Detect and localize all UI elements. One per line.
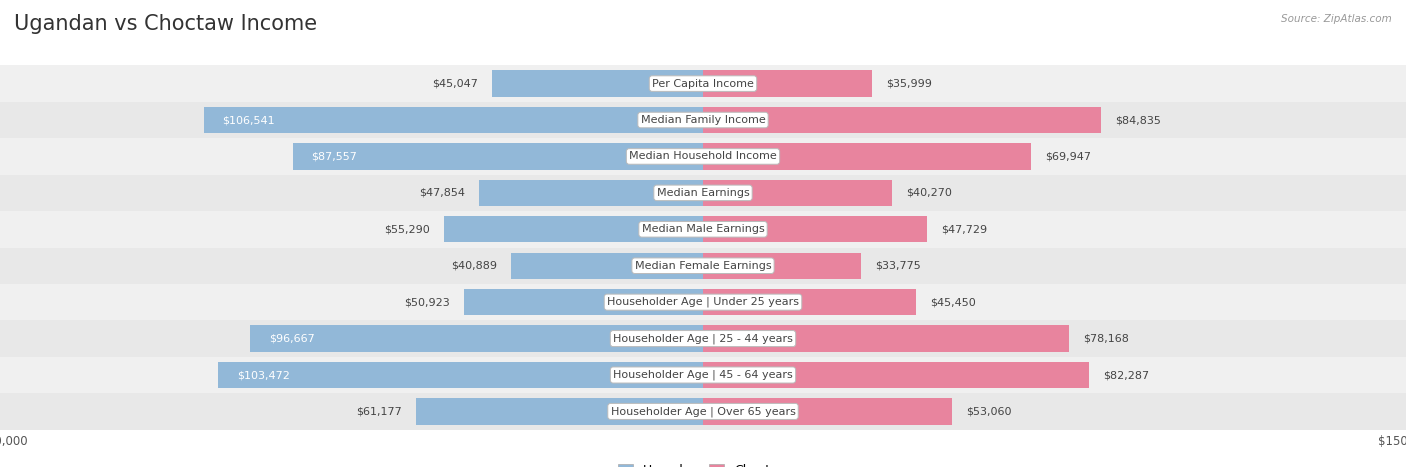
Text: Householder Age | 25 - 44 years: Householder Age | 25 - 44 years (613, 333, 793, 344)
Bar (0, 248, 1406, 284)
Text: Median Earnings: Median Earnings (657, 188, 749, 198)
Bar (0, 320, 1406, 357)
Text: $40,889: $40,889 (451, 261, 498, 271)
Text: Median Male Earnings: Median Male Earnings (641, 224, 765, 234)
Text: $33,775: $33,775 (876, 261, 921, 271)
Text: $35,999: $35,999 (886, 78, 932, 89)
Bar (204, 107, 703, 133)
Text: $69,947: $69,947 (1045, 151, 1091, 162)
Bar (703, 107, 1101, 133)
Text: $53,060: $53,060 (966, 406, 1011, 417)
Bar (703, 398, 952, 425)
Text: Ugandan vs Choctaw Income: Ugandan vs Choctaw Income (14, 14, 318, 34)
Text: Householder Age | Over 65 years: Householder Age | Over 65 years (610, 406, 796, 417)
Bar (292, 143, 703, 170)
Text: $47,729: $47,729 (941, 224, 987, 234)
Bar (0, 357, 1406, 393)
Text: Median Family Income: Median Family Income (641, 115, 765, 125)
Bar (512, 253, 703, 279)
Bar (0, 138, 1406, 175)
Bar (218, 362, 703, 388)
Text: Householder Age | Under 25 years: Householder Age | Under 25 years (607, 297, 799, 307)
Text: Householder Age | 45 - 64 years: Householder Age | 45 - 64 years (613, 370, 793, 380)
Bar (250, 325, 703, 352)
Bar (703, 289, 917, 315)
Text: Per Capita Income: Per Capita Income (652, 78, 754, 89)
Bar (703, 143, 1031, 170)
Text: $50,923: $50,923 (405, 297, 450, 307)
Text: Median Female Earnings: Median Female Earnings (634, 261, 772, 271)
Text: $78,168: $78,168 (1084, 333, 1129, 344)
Bar (703, 180, 891, 206)
Bar (478, 180, 703, 206)
Text: $84,835: $84,835 (1115, 115, 1160, 125)
Text: Source: ZipAtlas.com: Source: ZipAtlas.com (1281, 14, 1392, 24)
Bar (0, 211, 1406, 248)
Text: $47,854: $47,854 (419, 188, 464, 198)
Text: $103,472: $103,472 (236, 370, 290, 380)
Bar (416, 398, 703, 425)
Bar (0, 65, 1406, 102)
Bar (0, 175, 1406, 211)
Bar (464, 289, 703, 315)
Bar (703, 253, 862, 279)
Bar (0, 102, 1406, 138)
Text: $82,287: $82,287 (1102, 370, 1149, 380)
Bar (0, 393, 1406, 430)
Text: $40,270: $40,270 (905, 188, 952, 198)
Bar (703, 325, 1070, 352)
Text: $45,450: $45,450 (931, 297, 976, 307)
Bar (0, 284, 1406, 320)
Bar (703, 362, 1088, 388)
Text: $106,541: $106,541 (222, 115, 276, 125)
Bar (703, 71, 872, 97)
Bar (444, 216, 703, 242)
Text: $45,047: $45,047 (432, 78, 478, 89)
Text: $55,290: $55,290 (384, 224, 430, 234)
Text: Median Household Income: Median Household Income (628, 151, 778, 162)
Text: $96,667: $96,667 (269, 333, 315, 344)
Bar (492, 71, 703, 97)
Legend: Ugandan, Choctaw: Ugandan, Choctaw (613, 459, 793, 467)
Bar (703, 216, 927, 242)
Text: $61,177: $61,177 (357, 406, 402, 417)
Text: $87,557: $87,557 (311, 151, 357, 162)
